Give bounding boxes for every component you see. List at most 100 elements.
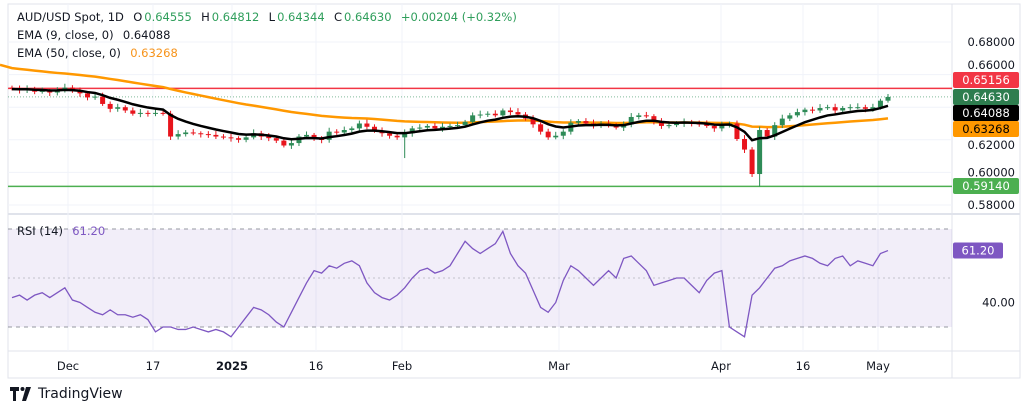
candle (288, 139, 294, 149)
candle-body (704, 124, 710, 126)
candle-body (651, 116, 657, 122)
candle-body (825, 107, 831, 109)
open-value: 0.64555 (144, 10, 192, 24)
candle (636, 112, 642, 120)
candle (364, 119, 370, 130)
candle-body (364, 123, 370, 127)
rsi-tag (953, 242, 1003, 259)
candle-body (145, 112, 151, 114)
candle (643, 111, 649, 119)
tradingview-logo[interactable]: TradingView (10, 386, 123, 402)
time-tick-label: May (866, 359, 890, 373)
candle (538, 122, 544, 135)
candle-body (424, 125, 430, 128)
candle (809, 106, 815, 114)
candle-body (409, 128, 415, 134)
candle (205, 131, 211, 138)
tradingview-logo-icon (10, 387, 31, 401)
close-value: 0.64630 (343, 10, 392, 24)
candle (228, 133, 234, 142)
candle-body (439, 126, 445, 129)
candle-body (772, 125, 778, 137)
price-tick-label: 0.68000 (967, 35, 1015, 49)
rsi-tag-label: 61.20 (962, 244, 995, 258)
rsi-legend[interactable]: RSI (14) 61.20 (17, 224, 107, 238)
candle-body (515, 112, 521, 115)
time-tick-label: 17 (146, 359, 161, 373)
candle-body (349, 128, 355, 131)
open-label: O (133, 10, 143, 24)
candle (560, 129, 566, 140)
candle-body (779, 118, 785, 126)
price-tag-label: 0.65156 (962, 73, 1010, 87)
candle (183, 130, 189, 137)
time-tick-label: Mar (548, 359, 570, 373)
candle (334, 129, 340, 135)
candle-body (326, 131, 332, 140)
candle (757, 126, 763, 187)
candle-body (85, 93, 91, 98)
candle-body (470, 115, 476, 122)
price-tag-label: 0.64630 (962, 90, 1010, 104)
candle-body (417, 127, 423, 129)
candle (160, 110, 166, 116)
candle-body (575, 121, 581, 123)
candle-body (341, 130, 347, 133)
candle-body (122, 107, 128, 111)
price-tag (953, 121, 1019, 137)
candle-body (809, 109, 815, 111)
price-tag-label: 0.59140 (962, 179, 1010, 193)
ema50-line (0, 63, 889, 129)
candle (628, 113, 634, 128)
candle-body (855, 107, 861, 109)
candle (545, 128, 551, 140)
candle (485, 111, 491, 117)
time-tick-label: Dec (57, 359, 79, 373)
candle-body (817, 108, 823, 111)
candle (341, 126, 347, 135)
candle-body (545, 131, 551, 138)
candle-body (764, 130, 770, 137)
candle-body (205, 134, 211, 136)
candle-body (228, 137, 234, 139)
candle (152, 109, 158, 117)
rsi-value: 61.20 (72, 224, 106, 238)
ema9-value: 0.64088 (122, 28, 171, 42)
ema9-line (11, 87, 889, 142)
candle (349, 126, 355, 134)
high-value: 0.64812 (211, 10, 260, 24)
ema50-value: 0.63268 (130, 46, 178, 60)
candle-body (288, 143, 294, 146)
candle-body (432, 125, 438, 129)
candle-body (794, 112, 800, 116)
candle-body (530, 118, 536, 125)
candle (198, 131, 204, 138)
candle-body (39, 90, 45, 92)
candle-body (734, 123, 740, 139)
ema50-legend[interactable]: EMA (50, close, 0) 0.63268 (17, 46, 180, 60)
candle (77, 87, 83, 97)
ema50-label: EMA (50, close, 0) (17, 46, 121, 60)
candle (832, 103, 838, 114)
candle (175, 130, 181, 140)
ema9-legend[interactable]: EMA (9, close, 0) 0.64088 (17, 28, 172, 42)
candle-body (658, 121, 664, 126)
candle-body (236, 138, 242, 140)
candle (507, 107, 513, 116)
candle (817, 104, 823, 113)
candle (742, 135, 748, 154)
candle (190, 129, 196, 136)
ema9-label: EMA (9, close, 0) (17, 28, 114, 42)
candle-body (334, 131, 340, 133)
price-tag (953, 72, 1019, 88)
candle-body (394, 135, 400, 138)
candle-body (840, 108, 846, 111)
candle (145, 110, 151, 117)
candle-body (273, 138, 279, 141)
candle-body (787, 115, 793, 119)
time-tick-label: Apr (711, 359, 731, 373)
candle-body (462, 121, 468, 126)
rsi-tick-label: 40.00 (982, 296, 1015, 310)
candle (794, 108, 800, 118)
